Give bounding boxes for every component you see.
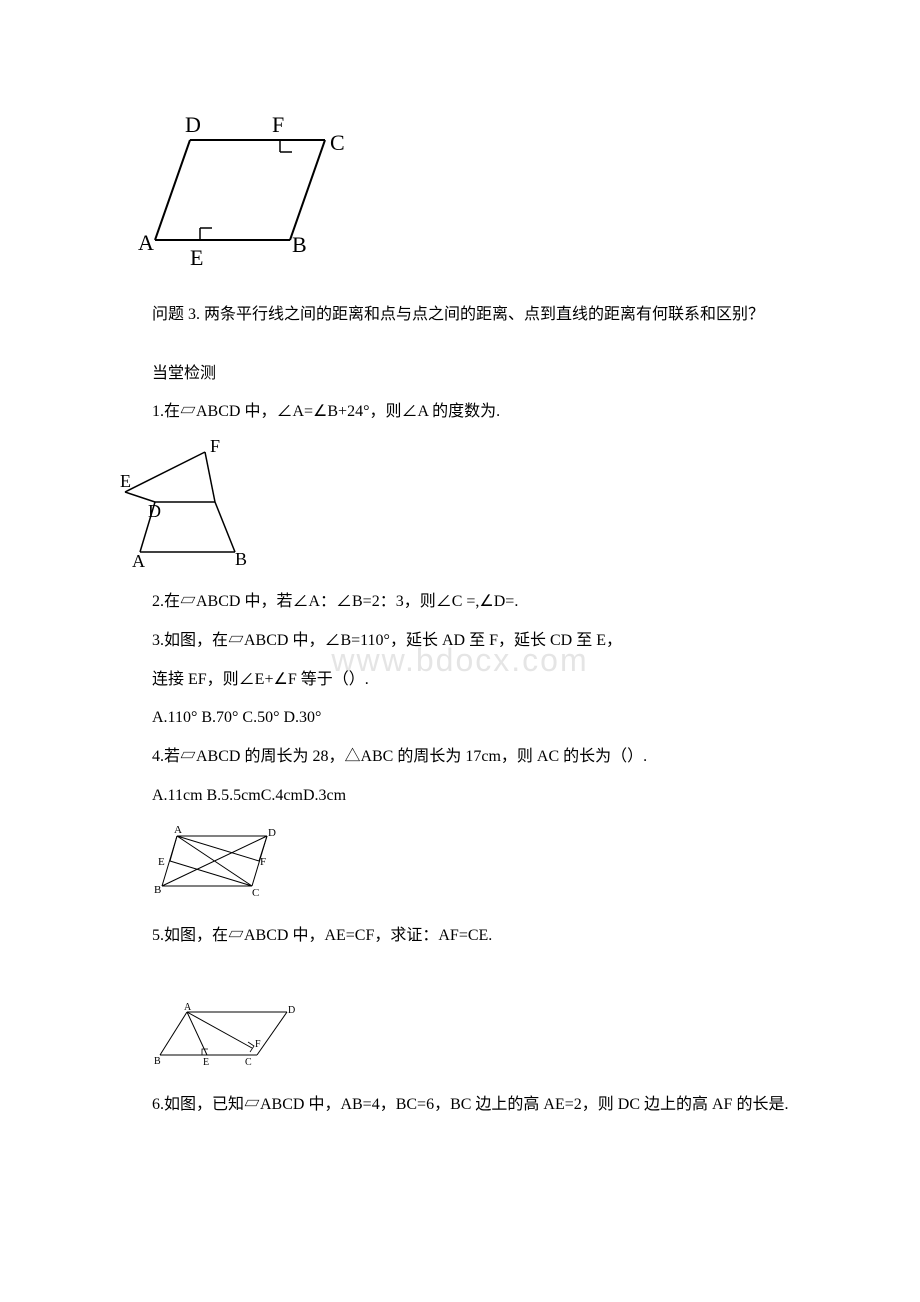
label-f4: F (255, 1039, 261, 1050)
problem-3-options: A.110° B.70° C.50° D.30° (120, 704, 800, 733)
problem-6a: 6.如图，已知▱ABCD 中，AB=4，BC=6，BC 边上的高 AE=2，则 … (120, 1091, 800, 1120)
parallelogram-heights: A D F B E C (152, 1000, 302, 1070)
diagram-4: A D F B E C (152, 1000, 800, 1081)
parallelogram-aecf: A D E F B C (152, 821, 282, 901)
label-d: D (185, 112, 201, 137)
label-a: A (138, 230, 154, 255)
diagram-2: F E D A B (120, 437, 800, 578)
label-b2: B (235, 549, 247, 567)
label-d3: D (268, 827, 276, 839)
label-e3: E (158, 856, 165, 868)
parallelogram-with-ef-extension: F E D A B (120, 437, 270, 567)
diagram-1: D F C A E B (120, 110, 800, 291)
question-3: 问题 3. 两条平行线之间的距离和点与点之间的距离、点到直线的距离有何联系和区别… (120, 301, 800, 330)
problem-5: 5.如图，在▱ABCD 中，AE=CF，求证：AF=CE. (120, 922, 800, 951)
label-d2: D (148, 501, 161, 521)
label-e4: E (203, 1057, 209, 1068)
label-d4: D (288, 1005, 295, 1016)
problem-3b: 连接 EF，则∠E+∠F 等于（）. (120, 666, 800, 695)
label-b4: B (154, 1056, 161, 1067)
label-a4: A (184, 1002, 192, 1013)
label-b: B (292, 232, 307, 257)
problem-4-options: A.11cm B.5.5cmC.4cmD.3cm (120, 782, 800, 811)
label-c4: C (245, 1057, 252, 1068)
problem-4: 4.若▱ABCD 的周长为 28，△ABC 的周长为 17cm，则 AC 的长为… (120, 743, 800, 772)
label-f3: F (260, 856, 266, 868)
label-a3: A (174, 824, 182, 836)
problem-3: 3.如图，在▱ABCD 中，∠B=110°，延长 AD 至 F，延长 CD 至 … (120, 627, 800, 656)
label-c: C (330, 130, 345, 155)
label-f: F (272, 112, 284, 137)
label-b3: B (154, 884, 161, 896)
label-a2: A (132, 551, 145, 567)
section-title: 当堂检测 (120, 360, 800, 389)
diagram-3: A D E F B C (152, 821, 800, 912)
problem-2: 2.在▱ABCD 中，若∠A：∠B=2：3，则∠C =,∠D=. (120, 588, 800, 617)
label-e: E (190, 245, 203, 270)
label-f2: F (210, 437, 220, 456)
problem-1: 1.在▱ABCD 中，∠A=∠B+24°，则∠A 的度数为. (120, 398, 800, 427)
parallelogram-abcd-ef: D F C A E B (120, 110, 350, 280)
label-c3: C (252, 887, 259, 899)
label-e2: E (120, 471, 131, 491)
